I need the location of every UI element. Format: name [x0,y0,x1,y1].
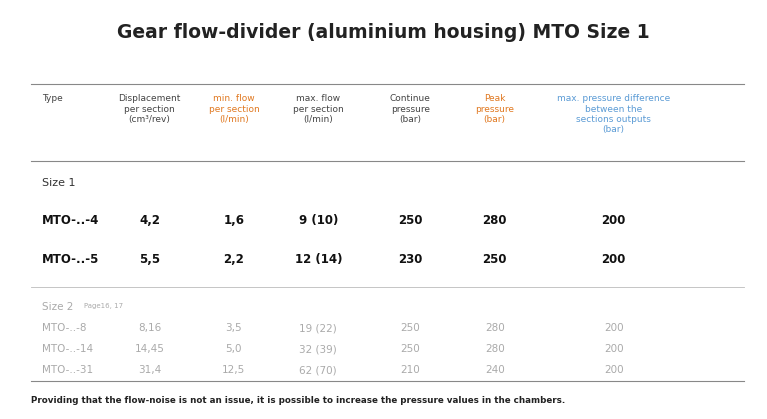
Text: 19 (22): 19 (22) [299,323,337,334]
Text: 200: 200 [604,344,624,354]
Text: 9 (10): 9 (10) [298,214,338,227]
Text: 12 (14): 12 (14) [295,253,342,266]
Text: 250: 250 [398,214,423,227]
Text: MTO-..-8: MTO-..-8 [42,323,87,334]
Text: 14,45: 14,45 [135,344,164,354]
Text: 200: 200 [604,365,624,375]
Text: 8,16: 8,16 [138,323,161,334]
Text: 5,5: 5,5 [139,253,160,266]
Text: 250: 250 [482,253,507,266]
Text: Page16, 17: Page16, 17 [84,303,123,308]
Text: max. pressure difference
between the
sections outputs
(bar): max. pressure difference between the sec… [557,94,670,134]
Text: 200: 200 [601,253,626,266]
Text: 1,6: 1,6 [223,214,245,227]
Text: 12,5: 12,5 [222,365,245,375]
Text: 5,0: 5,0 [225,344,242,354]
Text: 32 (39): 32 (39) [299,344,337,354]
Text: Type: Type [42,94,63,103]
Text: MTO-..-5: MTO-..-5 [42,253,100,266]
Text: 200: 200 [604,323,624,334]
Text: MTO-..-4: MTO-..-4 [42,214,100,227]
Text: 230: 230 [398,253,423,266]
Text: Gear flow-divider (aluminium housing) MTO Size 1: Gear flow-divider (aluminium housing) MT… [117,23,650,42]
Text: Displacement
per section
(cm³/rev): Displacement per section (cm³/rev) [118,94,181,124]
Text: 250: 250 [400,323,420,334]
Text: min. flow
per section
(l/min): min. flow per section (l/min) [209,94,259,124]
Text: 62 (70): 62 (70) [299,365,337,375]
Text: Peak
pressure
(bar): Peak pressure (bar) [476,94,514,124]
Text: 210: 210 [400,365,420,375]
Text: Continue
pressure
(bar): Continue pressure (bar) [390,94,431,124]
Text: 240: 240 [485,365,505,375]
Text: 250: 250 [400,344,420,354]
Text: 280: 280 [482,214,507,227]
Text: 280: 280 [485,344,505,354]
Text: MTO-..-31: MTO-..-31 [42,365,94,375]
Text: 2,2: 2,2 [223,253,245,266]
Text: 3,5: 3,5 [225,323,242,334]
Text: Providing that the flow-noise is not an issue, it is possible to increase the pr: Providing that the flow-noise is not an … [31,396,565,405]
Text: 280: 280 [485,323,505,334]
Text: 200: 200 [601,214,626,227]
Text: max. flow
per section
(l/min): max. flow per section (l/min) [293,94,344,124]
Text: 4,2: 4,2 [139,214,160,227]
Text: Size 2: Size 2 [42,302,74,312]
Text: 31,4: 31,4 [138,365,161,375]
Text: Size 1: Size 1 [42,178,76,188]
Text: MTO-..-14: MTO-..-14 [42,344,94,354]
